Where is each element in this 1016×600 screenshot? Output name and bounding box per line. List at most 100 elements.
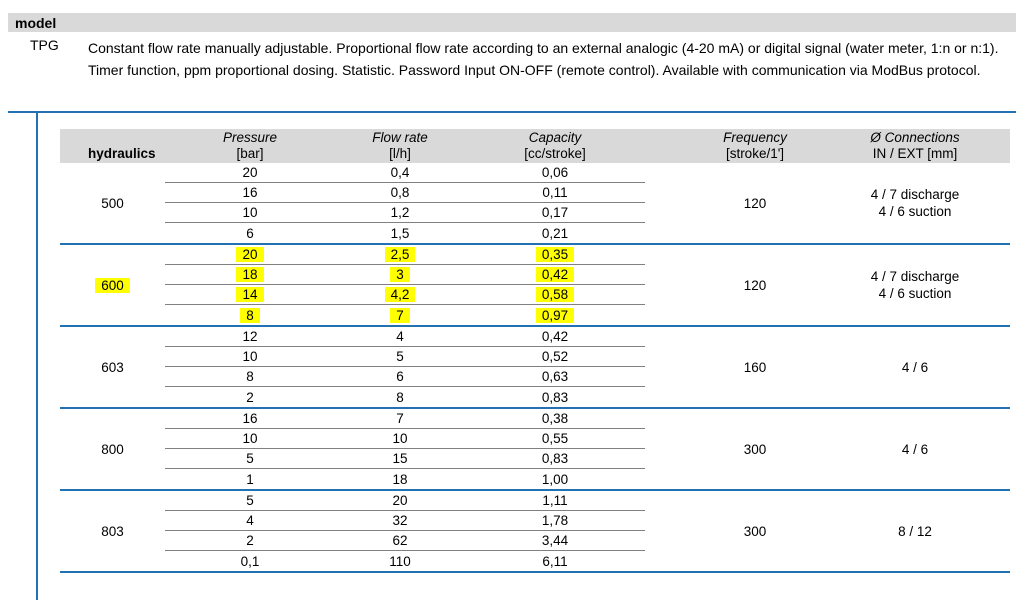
frequency-value: 120 — [690, 245, 820, 325]
flow-rate-value-text: 8 — [396, 389, 404, 405]
model-number-text: 803 — [101, 523, 124, 539]
frequency-header: Frequency [stroke/1'] — [690, 129, 820, 163]
capacity-value-text: 0,55 — [541, 431, 569, 446]
flow-rate-value: 62 — [335, 533, 465, 548]
capacity-value-text: 1,11 — [542, 493, 568, 508]
pressure-value-text: 8 — [246, 369, 254, 384]
table-row: 0,1 110 6,11 — [165, 551, 645, 571]
flow-rate-value: 15 — [335, 451, 465, 466]
flow-rate-value: 0,4 — [335, 165, 465, 180]
table-row: 16 0,8 0,11 — [165, 183, 645, 203]
flow-rate-value-text: 7 — [390, 307, 410, 323]
pressure-value-text: 2 — [246, 533, 254, 548]
flow-rate-value: 1,5 — [335, 226, 465, 241]
capacity-value: 0,35 — [465, 247, 645, 262]
flow-rate-value-text: 0,8 — [390, 185, 410, 200]
flow-rate-value-text: 20 — [392, 493, 408, 508]
header-spacer — [645, 129, 690, 163]
capacity-value: 0,21 — [465, 226, 645, 241]
capacity-value: 0,52 — [465, 349, 645, 364]
flow-rate-value: 3 — [335, 267, 465, 282]
table-row: 18 3 0,42 — [165, 265, 645, 285]
capacity-value: 0,63 — [465, 369, 645, 384]
frequency-header-title: Frequency — [723, 130, 787, 145]
pressure-value: 14 — [165, 287, 335, 302]
capacity-value-text: 0,11 — [542, 185, 568, 200]
flow-rate-value: 2,5 — [335, 247, 465, 262]
capacity-value: 1,00 — [465, 472, 645, 487]
model-number: 500 — [60, 163, 165, 243]
capacity-header: Capacity [cc/stroke] — [465, 129, 645, 163]
pressure-value: 4 — [165, 513, 335, 528]
connections-line: 4 / 6 suction — [878, 204, 952, 219]
connections-value: 4 / 6 — [820, 409, 1010, 489]
flow-rate-value: 6 — [335, 369, 465, 384]
flow-rate-value: 10 — [335, 431, 465, 446]
capacity-value-text: 0,63 — [541, 369, 569, 384]
table-row: 10 5 0,52 — [165, 347, 645, 367]
connections-header-unit: IN / EXT [mm] — [872, 146, 958, 161]
flow-rate-value-text: 18 — [392, 471, 408, 487]
pressure-value: 5 — [165, 493, 335, 508]
table-group: 800 16 7 0,38 10 10 0,55 5 15 0,83 1 18 1,00 300 4 / 6 — [60, 409, 1010, 491]
connections-line: 4 / 7 discharge — [870, 269, 960, 284]
table-row: 5 15 0,83 — [165, 449, 645, 469]
capacity-value: 3,44 — [465, 533, 645, 548]
capacity-value: 0,83 — [465, 390, 645, 405]
table-row: 8 7 0,97 — [165, 305, 645, 325]
model-description: Constant flow rate manually adjustable. … — [88, 40, 999, 78]
pressure-value-text: 20 — [236, 247, 264, 262]
model-number: 603 — [60, 327, 165, 407]
capacity-value: 0,55 — [465, 431, 645, 446]
model-number: 800 — [60, 409, 165, 489]
flow-rate-header-title: Flow rate — [372, 130, 428, 145]
capacity-value-text: 0,21 — [541, 225, 569, 241]
capacity-value-text: 0,52 — [541, 349, 569, 364]
vertical-divider — [36, 111, 38, 600]
pressure-header: Pressure [bar] — [165, 129, 335, 163]
flow-rate-value: 4,2 — [335, 287, 465, 302]
capacity-value-text: 1,00 — [541, 471, 569, 487]
flow-rate-value-text: 4,2 — [384, 287, 416, 302]
flow-rate-value-text: 15 — [392, 451, 408, 466]
capacity-value-text: 0,42 — [535, 267, 575, 282]
table-row: 8 6 0,63 — [165, 367, 645, 387]
connections-value: 4 / 7 discharge 4 / 6 suction — [820, 163, 1010, 243]
frequency-value: 300 — [690, 491, 820, 571]
flow-rate-value: 20 — [335, 493, 465, 508]
pressure-value: 8 — [165, 307, 335, 323]
pressure-value-text: 0,1 — [240, 553, 260, 569]
pressure-value: 8 — [165, 369, 335, 384]
capacity-value-text: 6,11 — [542, 553, 568, 569]
pressure-value-text: 18 — [236, 267, 264, 282]
table-group: 500 20 0,4 0,06 16 0,8 0,11 10 1,2 0,17 6 1,5 0,21 12… — [60, 163, 1010, 245]
capacity-header-title: Capacity — [528, 130, 582, 145]
flow-rate-value-text: 10 — [392, 431, 408, 446]
capacity-value-text: 0,42 — [541, 329, 569, 344]
connections-value: 8 / 12 — [820, 491, 1010, 571]
connections-line: 8 / 12 — [898, 523, 932, 539]
flow-rate-value: 7 — [335, 307, 465, 323]
frequency-text: 300 — [743, 441, 767, 457]
capacity-header-unit: [cc/stroke] — [524, 146, 586, 161]
table-row: 16 7 0,38 — [165, 409, 645, 429]
pressure-value: 10 — [165, 431, 335, 446]
capacity-value-text: 1,78 — [541, 513, 569, 528]
connections-line: 4 / 6 — [901, 359, 929, 375]
pressure-value-text: 14 — [236, 287, 264, 302]
pressure-value-text: 6 — [246, 225, 254, 241]
pressure-value-text: 4 — [246, 513, 254, 528]
pressure-value: 20 — [165, 165, 335, 180]
capacity-value: 1,78 — [465, 513, 645, 528]
capacity-value: 6,11 — [465, 554, 645, 569]
pressure-value: 5 — [165, 451, 335, 466]
frequency-value: 300 — [690, 409, 820, 489]
capacity-value: 0,58 — [465, 287, 645, 302]
flow-rate-value-text: 2,5 — [384, 247, 416, 262]
capacity-value: 1,11 — [465, 493, 645, 508]
capacity-value-text: 0,06 — [541, 165, 569, 180]
horizontal-divider — [8, 111, 1016, 113]
capacity-value: 0,38 — [465, 411, 645, 426]
pressure-value-text: 2 — [246, 389, 254, 405]
